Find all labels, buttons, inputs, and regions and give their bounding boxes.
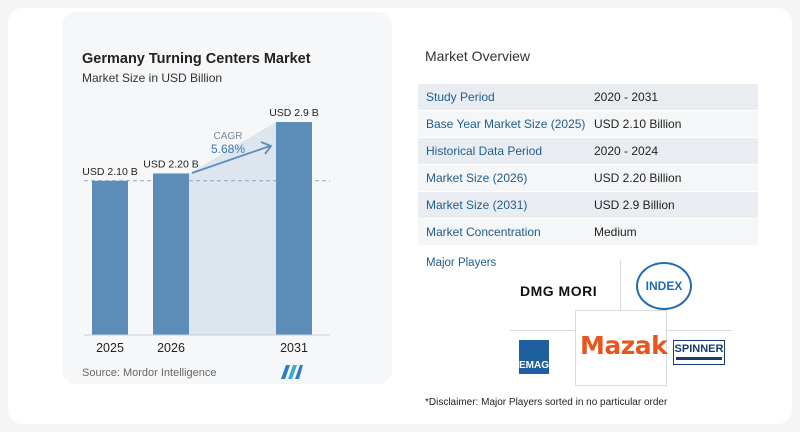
overview-row: Historical Data Period 2020 - 2024 [418,138,758,165]
major-players-title: Major Players [426,257,497,269]
spinner-logo-bar [676,357,722,360]
overview-key: Study Period [426,90,495,104]
overview-row: Market Size (2031) USD 2.9 Billion [418,192,758,219]
overview-key: Market Concentration [426,225,541,239]
overview-row: Base Year Market Size (2025) USD 2.10 Bi… [418,111,758,138]
emag-logo: EMAG [519,340,549,374]
overview-value: Medium [594,225,637,239]
logo-divider [510,330,575,331]
spinner-logo: SPINNER [673,340,725,365]
cagr-value: 5.68% [211,142,245,156]
market-overview-table: Study Period 2020 - 2031 Base Year Marke… [418,84,758,246]
cagr-arrowhead [260,141,273,155]
overview-key: Historical Data Period [426,144,543,158]
overview-row: Market Concentration Medium [418,219,758,246]
data-label: USD 2.9 B [269,107,319,119]
data-label: USD 2.10 B [82,166,137,178]
logo-divider [667,330,732,331]
source-text: Source: Mordor Intelligence [82,367,217,379]
growth-area [189,122,276,335]
market-overview-title: Market Overview [425,48,531,64]
overview-value: USD 2.9 Billion [594,198,675,212]
overview-value: 2020 - 2031 [594,90,659,104]
overview-value: USD 2.20 Billion [594,171,682,185]
overview-row: Market Size (2026) USD 2.20 Billion [418,165,758,192]
chart-title: Germany Turning Centers Market [82,51,311,67]
category-label: 2031 [280,341,308,355]
index-logo: INDEX [636,262,692,310]
bar-chart: USD 2.10 B 2025 USD 2.20 B 2026 USD 2.9 B 203… [82,107,330,355]
category-label: 2025 [96,341,124,355]
overview-value: USD 2.10 Billion [594,117,682,131]
category-label: 2026 [157,341,185,355]
dmg-mori-logo: DMG MORI [520,283,598,299]
mazak-logo-box [575,310,667,386]
mazak-logo: Mazak [580,331,668,360]
overview-value: 2020 - 2024 [594,144,659,158]
overview-row: Study Period 2020 - 2031 [418,84,758,111]
chart-subtitle: Market Size in USD Billion [82,71,223,85]
logo-divider [620,260,621,310]
disclaimer-text: *Disclaimer: Major Players sorted in no … [425,397,668,408]
overview-key: Market Size (2026) [426,171,528,185]
overview-key: Market Size (2031) [426,198,528,212]
bar [153,173,189,335]
bar [92,180,128,335]
data-label: USD 2.20 B [143,158,198,170]
cagr-label: CAGR [214,131,243,142]
overview-key: Base Year Market Size (2025) [426,117,586,131]
cagr-arrow [191,145,271,174]
bar [276,122,312,335]
mordor-intelligence-logo-icon [281,365,303,379]
